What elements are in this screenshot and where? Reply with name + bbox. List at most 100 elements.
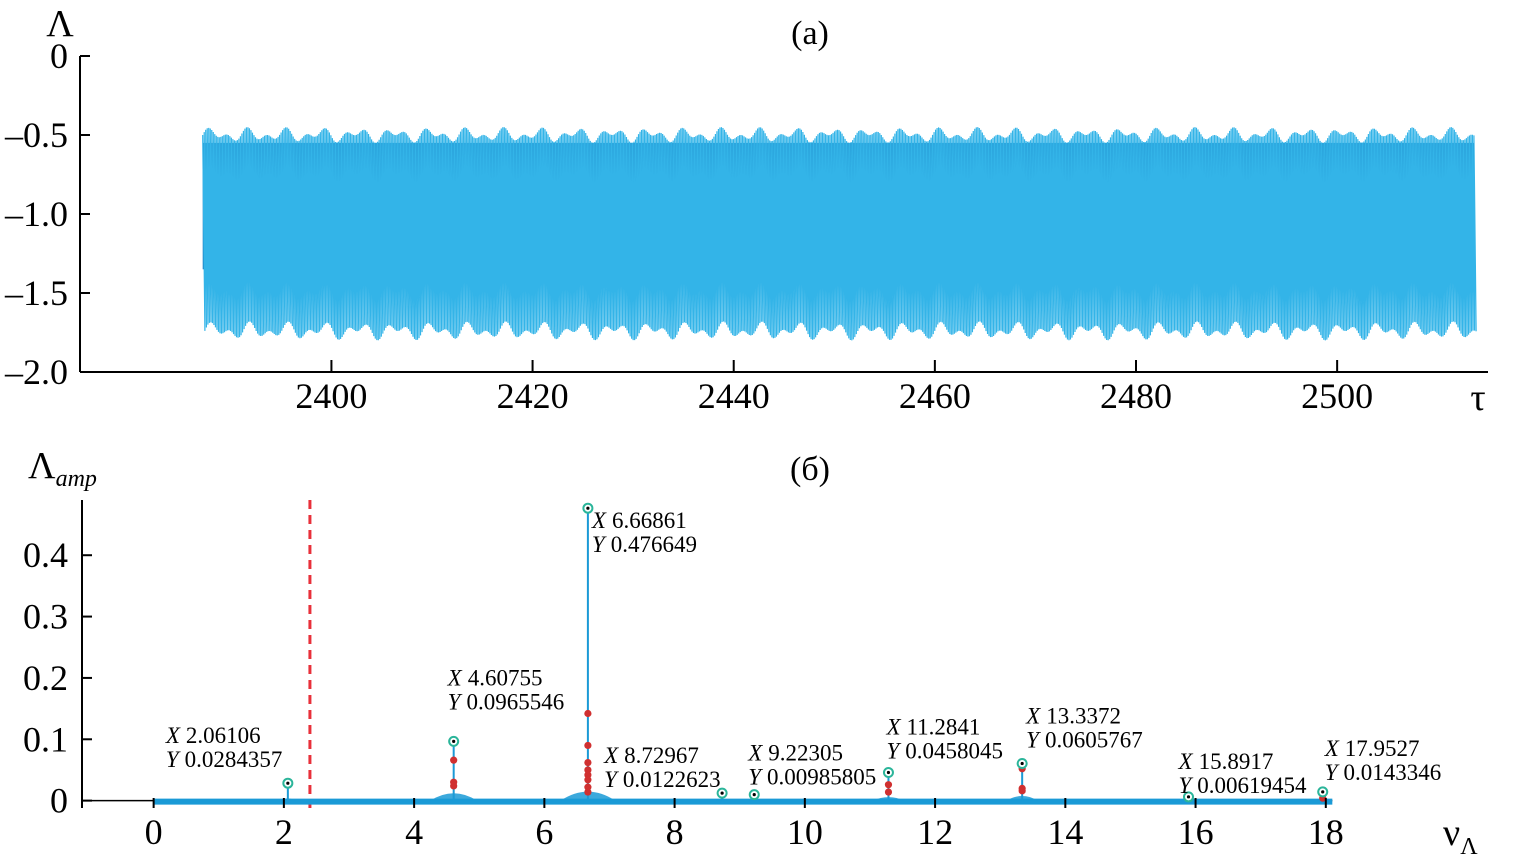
panel-a-y-ticks: 0 –0.5 –1.0 –1.5 –2.0 [4,36,90,392]
annotation-y-value: 0.0965546 [466,689,564,714]
peak-max-dot [1321,790,1325,794]
peak-max-dot [286,781,290,785]
panel-b-label: (б) [790,451,830,488]
peak-annotation-y: Y 0.00619454 [1179,773,1308,798]
peak-max-dot [586,506,590,510]
annotation-x-prefix: X [1324,736,1340,761]
peak-annotation-y: Y 0.0143346 [1325,760,1442,785]
panel-a-y-axis-label: Λ [46,3,74,45]
annotation-x-prefix: X [591,508,607,533]
peak-annotation-x: X 9.22305 [747,741,843,766]
y-tick-label: 0.3 [23,597,68,637]
panel-b-y-axis-label-subscript: amp [56,466,97,492]
peak-annotation-y: Y 0.00985805 [748,765,876,790]
panel-a-x-axis-label: τ [1470,377,1485,419]
x-tick-label: 12 [917,812,953,852]
peak-annotation-x: X 4.60755 [447,665,543,690]
panel-b-x-axis-label: νΛ [1443,812,1478,860]
peak-annotation-x: X 2.06106 [165,723,261,748]
panel-b-y-axis-label: Λamp [28,445,97,492]
peak-annotation-y: Y 0.476649 [592,532,697,557]
panel-a-label: (a) [791,15,829,52]
spectrum-peaks [280,502,1329,803]
peak-max-dot [452,739,456,743]
time-series-panel: (a) Λ τ 2400 2420 2440 2460 2480 2500 0 –0.5 –1… [4,3,1488,419]
annotation-x-value: 9.22305 [768,741,843,766]
annotation-x-value: 17.9527 [1345,736,1420,761]
panel-b-y-axis-label-main: Λ [28,445,56,487]
annotation-y-prefix: Y [448,689,463,714]
x-tick-label: 2460 [899,376,971,416]
peak-sample-point [584,741,592,750]
y-tick-label: –2.0 [4,352,68,392]
peak-sample-point [884,788,893,796]
annotation-x-prefix: X [1025,703,1041,728]
x-tick-label: 4 [405,812,423,852]
annotation-y-value: 0.476649 [611,532,697,557]
panel-b-x-axis-label-subscript: Λ [1460,834,1478,860]
annotation-y-prefix: Y [1026,727,1041,752]
y-tick-label: –1.0 [4,194,68,234]
peak-annotation-y: Y 0.0965546 [448,689,565,714]
panel-b-x-axis-label-main: ν [1443,812,1460,854]
peak-sample-point [450,756,458,764]
annotation-y-value: 0.00619454 [1197,773,1307,798]
annotation-x-value: 13.3372 [1046,703,1121,728]
x-tick-label: 6 [535,812,553,852]
annotation-x-prefix: X [1178,749,1194,774]
y-tick-label: 0.1 [23,719,68,759]
x-tick-label: 16 [1178,812,1214,852]
annotation-y-value: 0.00985805 [767,765,876,790]
peak-max-dot [1020,761,1024,766]
annotation-x-value: 15.8917 [1199,749,1274,774]
x-tick-label: 2 [275,812,293,852]
peak-annotation-x: X 8.72967 [603,743,699,768]
annotation-x-prefix: X [885,715,901,740]
peak-annotation-x: X 17.9527 [1324,736,1420,761]
annotation-y-prefix: Y [1325,760,1340,785]
peak-sample-point [1018,787,1026,795]
x-tick-label: 18 [1308,812,1344,852]
x-tick-label: 2480 [1100,376,1172,416]
peak-max-dot [1186,795,1191,799]
x-tick-label: 8 [666,812,684,852]
x-tick-label: 2500 [1301,376,1373,416]
y-tick-label: 0 [50,781,68,821]
annotation-y-value: 0.0143346 [1344,760,1442,785]
signal-trace [202,127,1477,341]
y-tick-label: –0.5 [4,115,68,155]
panel-b-y-ticks: 0 0.1 0.2 0.3 0.4 [23,535,92,821]
annotation-y-prefix: Y [604,767,619,792]
annotation-y-prefix: Y [166,747,181,772]
peak-max-dot [720,791,724,795]
y-tick-label: 0.4 [23,535,68,575]
peak-annotation-y: Y 0.0458045 [886,739,1003,764]
x-tick-label: 2440 [698,376,770,416]
annotation-y-value: 0.0284357 [185,747,283,772]
x-tick-label: 0 [145,812,163,852]
peak-sample-point [450,782,458,790]
peak-max-dot [886,770,891,775]
x-tick-label: 14 [1047,812,1083,852]
annotation-y-value: 0.0605767 [1045,727,1143,752]
annotation-y-prefix: Y [592,532,607,557]
annotation-y-value: 0.0122623 [623,767,721,792]
peak-annotation-x: X 11.2841 [885,715,980,740]
annotation-y-prefix: Y [886,739,901,764]
peak-annotation-x: X 15.8917 [1178,749,1274,774]
annotation-x-value: 4.60755 [468,665,543,690]
y-tick-label: –1.5 [4,273,68,313]
peak-annotation-y: Y 0.0284357 [166,747,283,772]
x-tick-label: 2420 [497,376,569,416]
peak-annotation-y: Y 0.0605767 [1026,727,1143,752]
annotation-x-value: 6.66861 [612,508,687,533]
annotation-y-prefix: Y [748,765,763,790]
x-tick-label: 10 [787,812,823,852]
time-series-signal [202,127,1477,341]
peak-sample-point [584,758,592,767]
panel-b-x-ticks: 0 2 4 6 8 10 12 14 16 18 [145,798,1344,852]
panel-a-x-ticks: 2400 2420 2440 2460 2480 2500 [295,360,1373,416]
